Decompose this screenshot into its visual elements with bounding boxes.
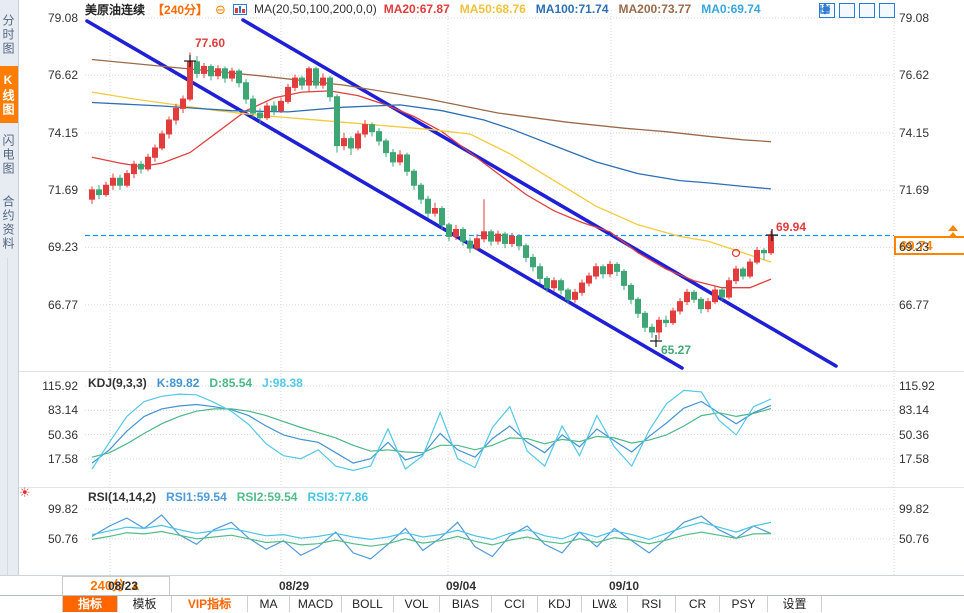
ma-value: MA100:71.74 — [535, 2, 609, 16]
panel-divider — [0, 575, 964, 576]
y-axis-label: 83.14 — [47, 403, 78, 418]
y-axis-label: 76.62 — [899, 68, 930, 83]
toolbar-item-CR[interactable]: CR — [676, 596, 720, 612]
toolbar-item-指标[interactable]: 指标 — [62, 596, 118, 612]
y-axis-label: 115.92 — [42, 379, 78, 393]
x-axis-label: 08/23 — [108, 579, 139, 593]
panel-divider — [0, 487, 964, 488]
y-axis-label: 115.92 — [899, 379, 935, 393]
indicator-value: D:85.54 — [209, 376, 253, 390]
y-axis-label: 83.14 — [899, 403, 930, 418]
ma-formula: MA(20,50,100,200,0,0) — [253, 2, 377, 16]
mini-chart-icon[interactable] — [232, 3, 247, 15]
period-label: 【240分】 — [152, 2, 209, 17]
toolbar-item-BOLL[interactable]: BOLL — [342, 596, 394, 612]
period-selector[interactable]: 240分 ▲ — [62, 576, 170, 596]
rsi-header: RSI(14,14,2) RSI1:59.54 RSI2:59.54 RSI3:77.… — [88, 490, 368, 504]
price-marker-label: 77.60 — [195, 36, 226, 50]
y-axis-label: 50.76 — [47, 531, 78, 546]
last-price-value: 69.74 — [900, 237, 933, 253]
sun-icon[interactable]: ☀ — [19, 485, 31, 500]
x-axis-label: 08/29 — [279, 579, 310, 593]
price-marker-label: 69.94 — [776, 220, 807, 234]
y-axis-label: 50.36 — [899, 427, 930, 442]
toolbar-item-设置[interactable]: 设置 — [768, 596, 822, 612]
indicator-value: RSI2:59.54 — [236, 490, 298, 504]
toolbar-item-MA[interactable]: MA — [248, 596, 290, 612]
x-axis-label: 09/04 — [446, 579, 477, 593]
toolbar-item-VIP指标[interactable]: VIP指标 — [172, 596, 248, 612]
y-axis-label: 71.69 — [899, 183, 930, 198]
ma-value: MA20:67.87 — [383, 2, 450, 16]
toolbar-item-MACD[interactable]: MACD — [290, 596, 342, 612]
toolbar-item-CCI[interactable]: CCI — [492, 596, 538, 612]
indicator-value: RSI3:77.86 — [307, 490, 369, 504]
sidebar-tab-1[interactable]: 分时图 — [0, 6, 18, 63]
y-axis-label: 17.58 — [899, 451, 930, 466]
toolbar-item-KDJ[interactable]: KDJ — [538, 596, 582, 612]
symbol-title: 美原油连续 — [85, 2, 146, 17]
collapse-icon[interactable]: ⊖ — [215, 1, 226, 17]
price-marker-label: 65.27 — [661, 343, 692, 357]
y-axis-label: 76.62 — [47, 68, 78, 83]
ma-value: MA0:69.74 — [701, 2, 761, 16]
exit-icon[interactable] — [820, 3, 895, 18]
toolbar-item-LW&[interactable]: LW& — [582, 596, 628, 612]
indicator-value: K:89.82 — [156, 376, 200, 390]
price-up-arrow-icon — [948, 232, 958, 238]
sidebar: 分时图 K线图闪电图合约资料 — [0, 0, 19, 575]
indicator-value: J:98.38 — [262, 376, 303, 390]
left-gutter-divider — [7, 258, 8, 575]
toolbar-item-PSY[interactable]: PSY — [720, 596, 768, 612]
x-axis-label: 09/10 — [609, 579, 640, 593]
indicator-value: RSI1:59.54 — [166, 490, 227, 504]
y-axis-label: 69.23 — [899, 240, 930, 255]
price-up-arrow-icon — [948, 225, 958, 231]
ma-value: MA50:68.76 — [459, 2, 526, 16]
sidebar-tab-2[interactable]: K线图 — [0, 66, 18, 123]
y-axis-label: 66.77 — [899, 297, 930, 312]
toolbar-item-RSI[interactable]: RSI — [628, 596, 676, 612]
up-triangle-icon: ▲ — [128, 578, 142, 593]
window-icons — [819, 3, 895, 18]
toolbar-item-VOL[interactable]: VOL — [394, 596, 440, 612]
y-axis-label: 69.23 — [47, 240, 78, 255]
toolbar-item-BIAS[interactable]: BIAS — [440, 596, 492, 612]
sidebar-tab-3[interactable]: 闪电图 — [0, 126, 18, 183]
y-axis-label: 66.77 — [47, 297, 78, 312]
scale-axis-icon[interactable] — [820, 3, 855, 18]
y-axis-label: 99.82 — [899, 502, 930, 516]
indicator-toolbar: 指标 模板 VIP指标 MA MACD BOLL VOL BIAS CCI KDJ LW& RSI CR… — [0, 595, 964, 613]
ma-value: MA200:73.77 — [618, 2, 692, 16]
y-axis-label: 74.15 — [899, 125, 930, 140]
y-axis-label: 50.76 — [899, 531, 930, 546]
rsi-title: RSI(14,14,2) — [88, 490, 157, 504]
y-axis-label: 50.36 — [47, 427, 78, 442]
y-axis-label: 79.08 — [899, 11, 930, 25]
last-price-tag: 69.74 — [894, 235, 964, 255]
kdj-header: KDJ(9,3,3) K:89.82 D:85.54 J:98.38 — [88, 376, 303, 390]
toolbar-item-模板[interactable]: 模板 — [118, 596, 172, 612]
chart-header: 美原油连续 【240分】 ⊖ MA(20,50,100,200,0,0) MA2… — [85, 1, 761, 17]
y-axis-label: 79.08 — [47, 11, 78, 25]
kdj-title: KDJ(9,3,3) — [88, 376, 147, 390]
scale-time-icon[interactable] — [821, 3, 875, 18]
y-axis-label: 71.69 — [47, 183, 78, 198]
y-axis-label: 17.58 — [47, 451, 78, 466]
y-axis-label: 74.15 — [47, 125, 78, 140]
y-axis-label: 99.82 — [47, 502, 78, 516]
panel-divider — [0, 371, 964, 372]
ma-values: MA20:67.87 MA50:68.76 MA100:71.74 MA200:73.… — [384, 2, 761, 16]
sidebar-tab-4[interactable]: 合约资料 — [0, 186, 18, 260]
